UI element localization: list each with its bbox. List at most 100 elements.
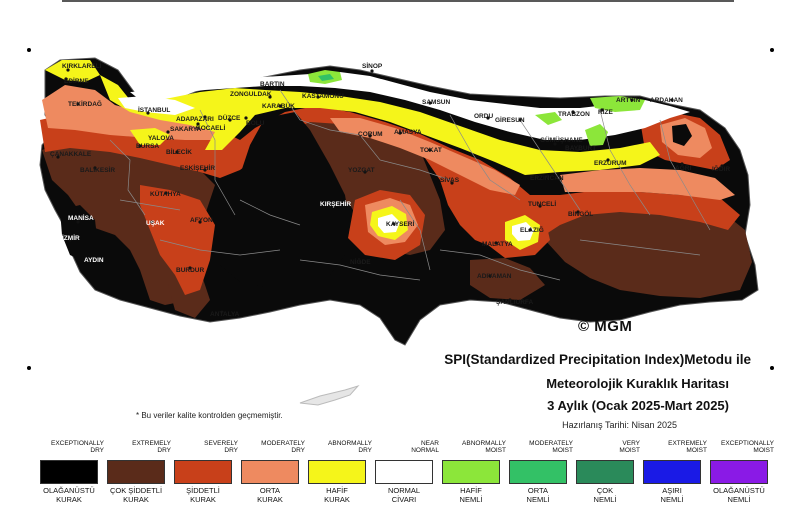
legend-item: MODERATELY DRY ORTA KURAK	[235, 436, 305, 504]
legend-category-tr: ORTA NEMLİ	[526, 486, 550, 504]
legend-swatch	[509, 460, 567, 484]
city-label: ANTALYA	[210, 311, 240, 318]
legend-swatch	[576, 460, 634, 484]
legend-category-tr: HAFİF NEMLİ	[459, 486, 483, 504]
city-label: BOLU	[246, 120, 265, 127]
city-label: RİZE	[598, 108, 613, 116]
city-label: KARABÜK	[262, 101, 295, 110]
legend-category-tr: ORTA KURAK	[257, 486, 283, 504]
legend-swatch	[643, 460, 701, 484]
city-labels: KIRKLARELİ EDİRNE TEKİRDAĞ İSTANBUL KOCA…	[50, 62, 730, 318]
legend-item: NEAR NORMAL NORMAL CİVARI	[369, 436, 439, 504]
legend-swatch	[308, 460, 366, 484]
city-label: GİRESUN	[495, 116, 525, 124]
city-label: ŞANLIURFA	[496, 299, 534, 306]
city-label: ARTVİN	[616, 96, 641, 104]
legend-swatch	[241, 460, 299, 484]
legend-item: EXCEPTIONALLY MOIST OLAĞANÜSTÜ NEMLİ	[704, 436, 774, 504]
city-markers	[56, 68, 724, 314]
copyright-label: © MGM	[578, 318, 633, 335]
severely-dry-region-west	[140, 185, 215, 295]
legend-category-en: MODERATELY DRY	[261, 439, 305, 455]
city-label: NİĞDE	[350, 257, 371, 266]
map-title-line1: SPI(Standardized Precipitation Index)Met…	[444, 352, 751, 367]
city-label: EDİRNE	[64, 77, 89, 85]
city-label: MALATYA	[482, 241, 513, 248]
city-label: TRABZON	[558, 111, 590, 118]
exceptionally-dry-region-central	[215, 112, 350, 288]
legend-category-en: VERY MOIST	[619, 439, 640, 455]
city-label: SİNOP	[362, 62, 383, 70]
abnormally-dry-region-north	[100, 75, 660, 175]
city-label: ADIYAMAN	[477, 273, 512, 280]
city-label: ZONGULDAK	[230, 91, 272, 98]
legend-item: EXTREMELY MOIST AŞIRI NEMLİ	[637, 436, 707, 504]
city-label: TOKAT	[420, 147, 442, 154]
city-label: İZMİR	[62, 234, 80, 242]
legend-category-tr: AŞIRI NEMLİ	[660, 486, 684, 504]
city-label: KIRŞEHİR	[320, 200, 351, 208]
legend-swatch	[107, 460, 165, 484]
city-label: TEKİRDAĞ	[68, 99, 102, 108]
legend-item: EXTREMELY DRY ÇOK ŞİDDETLİ KURAK	[101, 436, 171, 504]
corner-mark	[27, 366, 31, 370]
city-label: ARDAHAN	[650, 97, 683, 104]
extremely-dry-region-southeast	[470, 258, 545, 300]
city-label: ORDU	[474, 113, 493, 120]
legend-category-tr: OLAĞANÜSTÜ NEMLİ	[713, 486, 765, 504]
legend-category-tr: ÇOK NEMLİ	[593, 486, 617, 504]
city-label: ÇORUM	[358, 131, 383, 138]
moderately-dry-region-east	[560, 168, 735, 200]
exceptionally-dry-region-ne-spot	[672, 124, 692, 146]
city-label: BURDUR	[176, 267, 204, 274]
city-label: ADAPAZARI	[176, 116, 214, 123]
legend-category-en: EXTREMELY DRY	[132, 439, 171, 455]
city-label: IĞDIR	[712, 164, 730, 173]
city-label: BALIKESİR	[80, 166, 115, 174]
city-label: MANİSA	[68, 214, 94, 222]
province-borders	[109, 89, 711, 281]
city-label: AMASYA	[394, 129, 422, 136]
legend-item: ABNORMALLY DRY HAFİF KURAK	[302, 436, 372, 504]
abnormally-moist-region-trabzon	[535, 112, 562, 125]
city-label: ELAZIĞ	[520, 225, 544, 234]
legend-category-en: SEVERELY DRY	[204, 439, 238, 455]
legend-item: EXCEPTIONALLY DRY OLAĞANÜSTÜ KURAK	[34, 436, 104, 504]
legend-item: ABNORMALLY MOIST HAFİF NEMLİ	[436, 436, 506, 504]
legend-category-en: ABNORMALLY MOIST	[462, 439, 506, 455]
legend-item: SEVERELY DRY ŞİDDETLİ KURAK	[168, 436, 238, 504]
city-label: KAYSERİ	[386, 220, 414, 228]
city-label: KÜTAHYA	[150, 189, 181, 198]
city-label: UŞAK	[146, 220, 165, 227]
cyprus-shape	[299, 384, 360, 406]
legend-swatch	[710, 460, 768, 484]
legend-category-en: MODERATELY MOIST	[529, 439, 573, 455]
city-label: BURSA	[136, 143, 159, 150]
map-title-line3: 3 Aylık (Ocak 2025-Mart 2025)	[547, 398, 729, 413]
legend-item: MODERATELY MOIST ORTA NEMLİ	[503, 436, 573, 504]
corner-mark	[770, 48, 774, 52]
abnormally-dry-region-yalova	[130, 128, 170, 145]
legend-category-tr: HAFİF KURAK	[324, 486, 350, 504]
city-label: DÜZCE	[218, 113, 241, 122]
city-label: ESKİŞEHİR	[180, 164, 215, 172]
legend-category-tr: NORMAL CİVARI	[387, 486, 421, 504]
legend-category-tr: ŞİDDETLİ KURAK	[186, 486, 220, 504]
near-normal-region-elazig-core	[512, 222, 534, 241]
legend-swatch	[442, 460, 500, 484]
city-label: SİVAS	[440, 176, 460, 184]
city-label: ÇANAKKALE	[50, 151, 92, 158]
legend-swatch	[174, 460, 232, 484]
city-label: KIRKLARELİ	[62, 62, 102, 70]
legend-item: VERY MOIST ÇOK NEMLİ	[570, 436, 640, 504]
city-label: İSTANBUL	[138, 106, 170, 114]
legend-category-tr: OLAĞANÜSTÜ KURAK	[43, 486, 95, 504]
corner-mark	[27, 48, 31, 52]
city-label: ERZURUM	[594, 160, 627, 167]
city-label: AYDIN	[84, 257, 104, 264]
legend-category-tr: ÇOK ŞİDDETLİ KURAK	[109, 486, 163, 504]
abnormally-dry-region-west-coast	[45, 60, 100, 82]
city-label: GÜMÜŞHANE	[540, 135, 583, 144]
